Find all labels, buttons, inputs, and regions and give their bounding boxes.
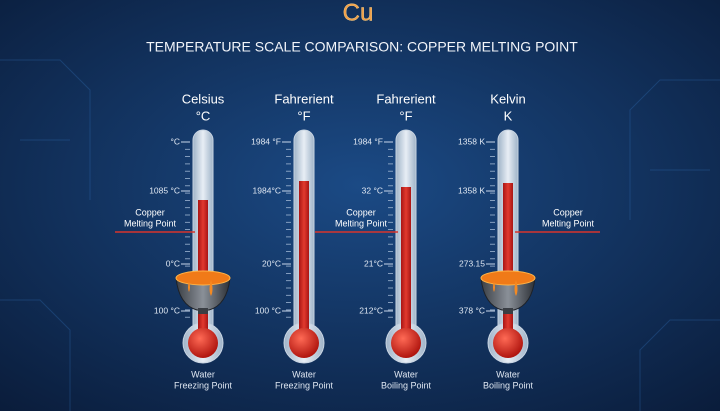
- title: TEMPERATURE SCALE COMPARISON: COPPER MEL…: [146, 39, 578, 55]
- tick-label: 1984 °F: [251, 136, 281, 146]
- footer-label: Freezing Point: [275, 380, 334, 390]
- annotation: Copper: [553, 207, 583, 217]
- scale-unit: °F: [297, 108, 310, 123]
- annotation: Melting Point: [124, 218, 177, 228]
- crucible: [480, 270, 536, 314]
- tick-label: 1984 °F: [353, 136, 383, 146]
- molten-copper: [175, 270, 231, 286]
- mercury-bulb: [391, 328, 421, 358]
- tick-label: °C: [170, 136, 180, 146]
- scale-name: Kelvin: [490, 91, 525, 106]
- tick-label: 100 °C: [154, 305, 180, 315]
- mercury-bulb: [493, 328, 523, 358]
- tick-label: 378 °C: [459, 305, 485, 315]
- annotation: Melting Point: [335, 218, 388, 228]
- footer-label: Boiling Point: [483, 380, 534, 390]
- crucible-stem: [198, 308, 208, 314]
- annotation: Copper: [135, 207, 165, 217]
- crucible-stem: [503, 308, 513, 314]
- tick-label: 1358 K: [458, 136, 485, 146]
- annotation: Copper: [346, 207, 376, 217]
- footer-label: Water: [191, 369, 215, 379]
- footer-label: Water: [394, 369, 418, 379]
- scale-unit: °C: [196, 108, 211, 123]
- tick-label: 212°C: [359, 305, 383, 315]
- tick-label: 1085 °C: [149, 185, 180, 195]
- molten-copper: [480, 270, 536, 286]
- mercury-bulb: [289, 328, 319, 358]
- mercury-column: [401, 187, 411, 343]
- footer-label: Water: [496, 369, 520, 379]
- mercury-column: [299, 181, 309, 343]
- scale-name: Fahrerient: [274, 91, 334, 106]
- footer-label: Boiling Point: [381, 380, 432, 390]
- tick-label: 0°C: [166, 258, 180, 268]
- tick-label: 273.15: [459, 258, 485, 268]
- mercury-column: [503, 183, 513, 343]
- crucible: [175, 270, 231, 314]
- scale-unit: K: [504, 108, 513, 123]
- footer-label: Freezing Point: [174, 380, 233, 390]
- scale-name: Fahrerient: [376, 91, 436, 106]
- scale-unit: °F: [399, 108, 412, 123]
- tick-label: 20°C: [262, 258, 281, 268]
- mercury-bulb: [188, 328, 218, 358]
- circuit-decor: [0, 59, 720, 411]
- tick-label: 1984°C: [253, 185, 281, 195]
- annotation: Melting Point: [542, 218, 595, 228]
- tick-label: 100 °C: [255, 305, 281, 315]
- tick-label: 21°C: [364, 258, 383, 268]
- logo: Cu: [343, 0, 374, 26]
- tick-label: 32 °C: [362, 185, 383, 195]
- tick-label: 1358 K: [458, 185, 485, 195]
- scale-name: Celsius: [182, 91, 225, 106]
- footer-label: Water: [292, 369, 316, 379]
